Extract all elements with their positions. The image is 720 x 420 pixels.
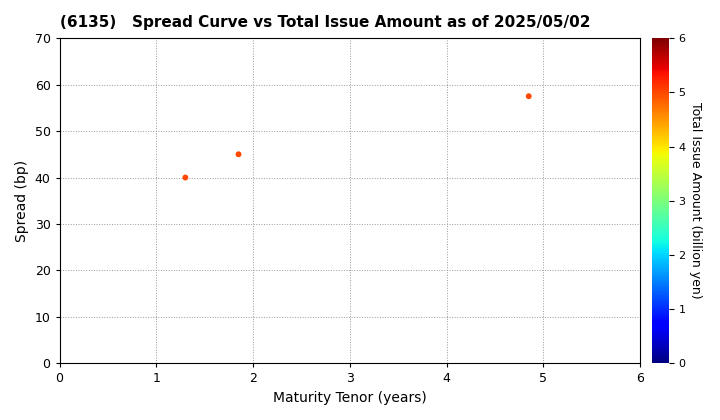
X-axis label: Maturity Tenor (years): Maturity Tenor (years) xyxy=(273,391,427,405)
Text: (6135)   Spread Curve vs Total Issue Amount as of 2025/05/02: (6135) Spread Curve vs Total Issue Amoun… xyxy=(60,15,590,30)
Point xyxy=(233,151,244,158)
Y-axis label: Total Issue Amount (billion yen): Total Issue Amount (billion yen) xyxy=(689,102,702,299)
Y-axis label: Spread (bp): Spread (bp) xyxy=(15,160,29,242)
Point xyxy=(179,174,191,181)
Point xyxy=(523,93,534,100)
